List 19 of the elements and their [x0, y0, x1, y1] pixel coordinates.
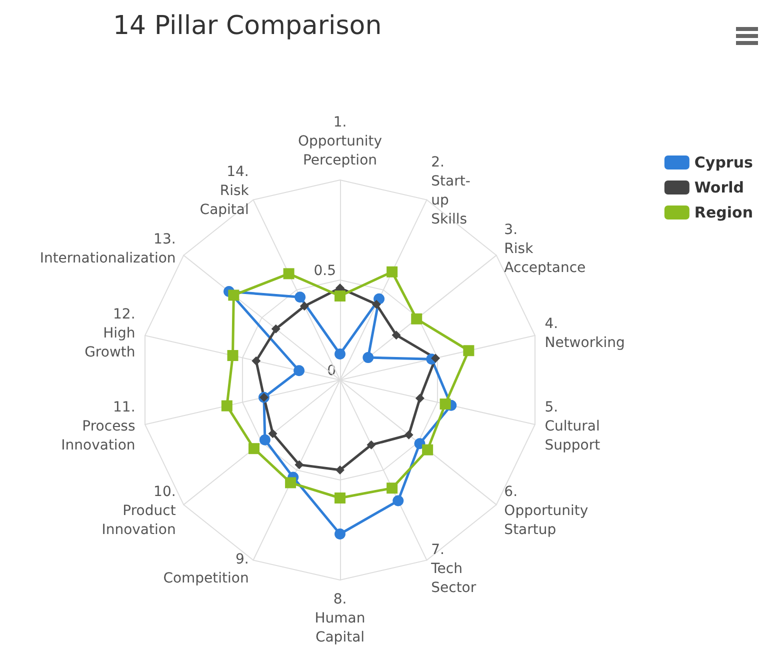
spoke-label: 4. Networking — [544, 316, 625, 351]
spoke-label: 12. High Growth — [84, 306, 136, 360]
legend-label: World — [694, 178, 744, 196]
legend-label: Region — [694, 204, 754, 222]
spoke-label: 10. Product Innovation — [102, 484, 176, 538]
spoke-label: 14. Risk Capital — [200, 164, 250, 218]
spoke-label: 3. Risk Acceptance — [504, 222, 586, 276]
legend-label: Cyprus — [694, 154, 754, 172]
spoke-label: 5. Cultural Support — [544, 400, 601, 454]
spoke-label: 9. Competition — [163, 552, 249, 587]
spoke-label: 8. Human Capital — [314, 592, 366, 646]
spoke-label: 7. Tech Sector — [430, 542, 476, 596]
spoke-label: 2. Start-up Skills — [431, 154, 470, 228]
spoke-label: 6. Opportunity Startup — [504, 484, 588, 538]
spoke-label: 1. Opportunity Perception — [298, 114, 382, 168]
chart-title: 14 Pillar Comparison — [113, 11, 382, 41]
spoke-label: 11. Process Innovation — [61, 400, 136, 454]
spoke-label: 13. Internationalization — [40, 232, 176, 267]
y-tick-label: 0.5 — [314, 263, 336, 279]
